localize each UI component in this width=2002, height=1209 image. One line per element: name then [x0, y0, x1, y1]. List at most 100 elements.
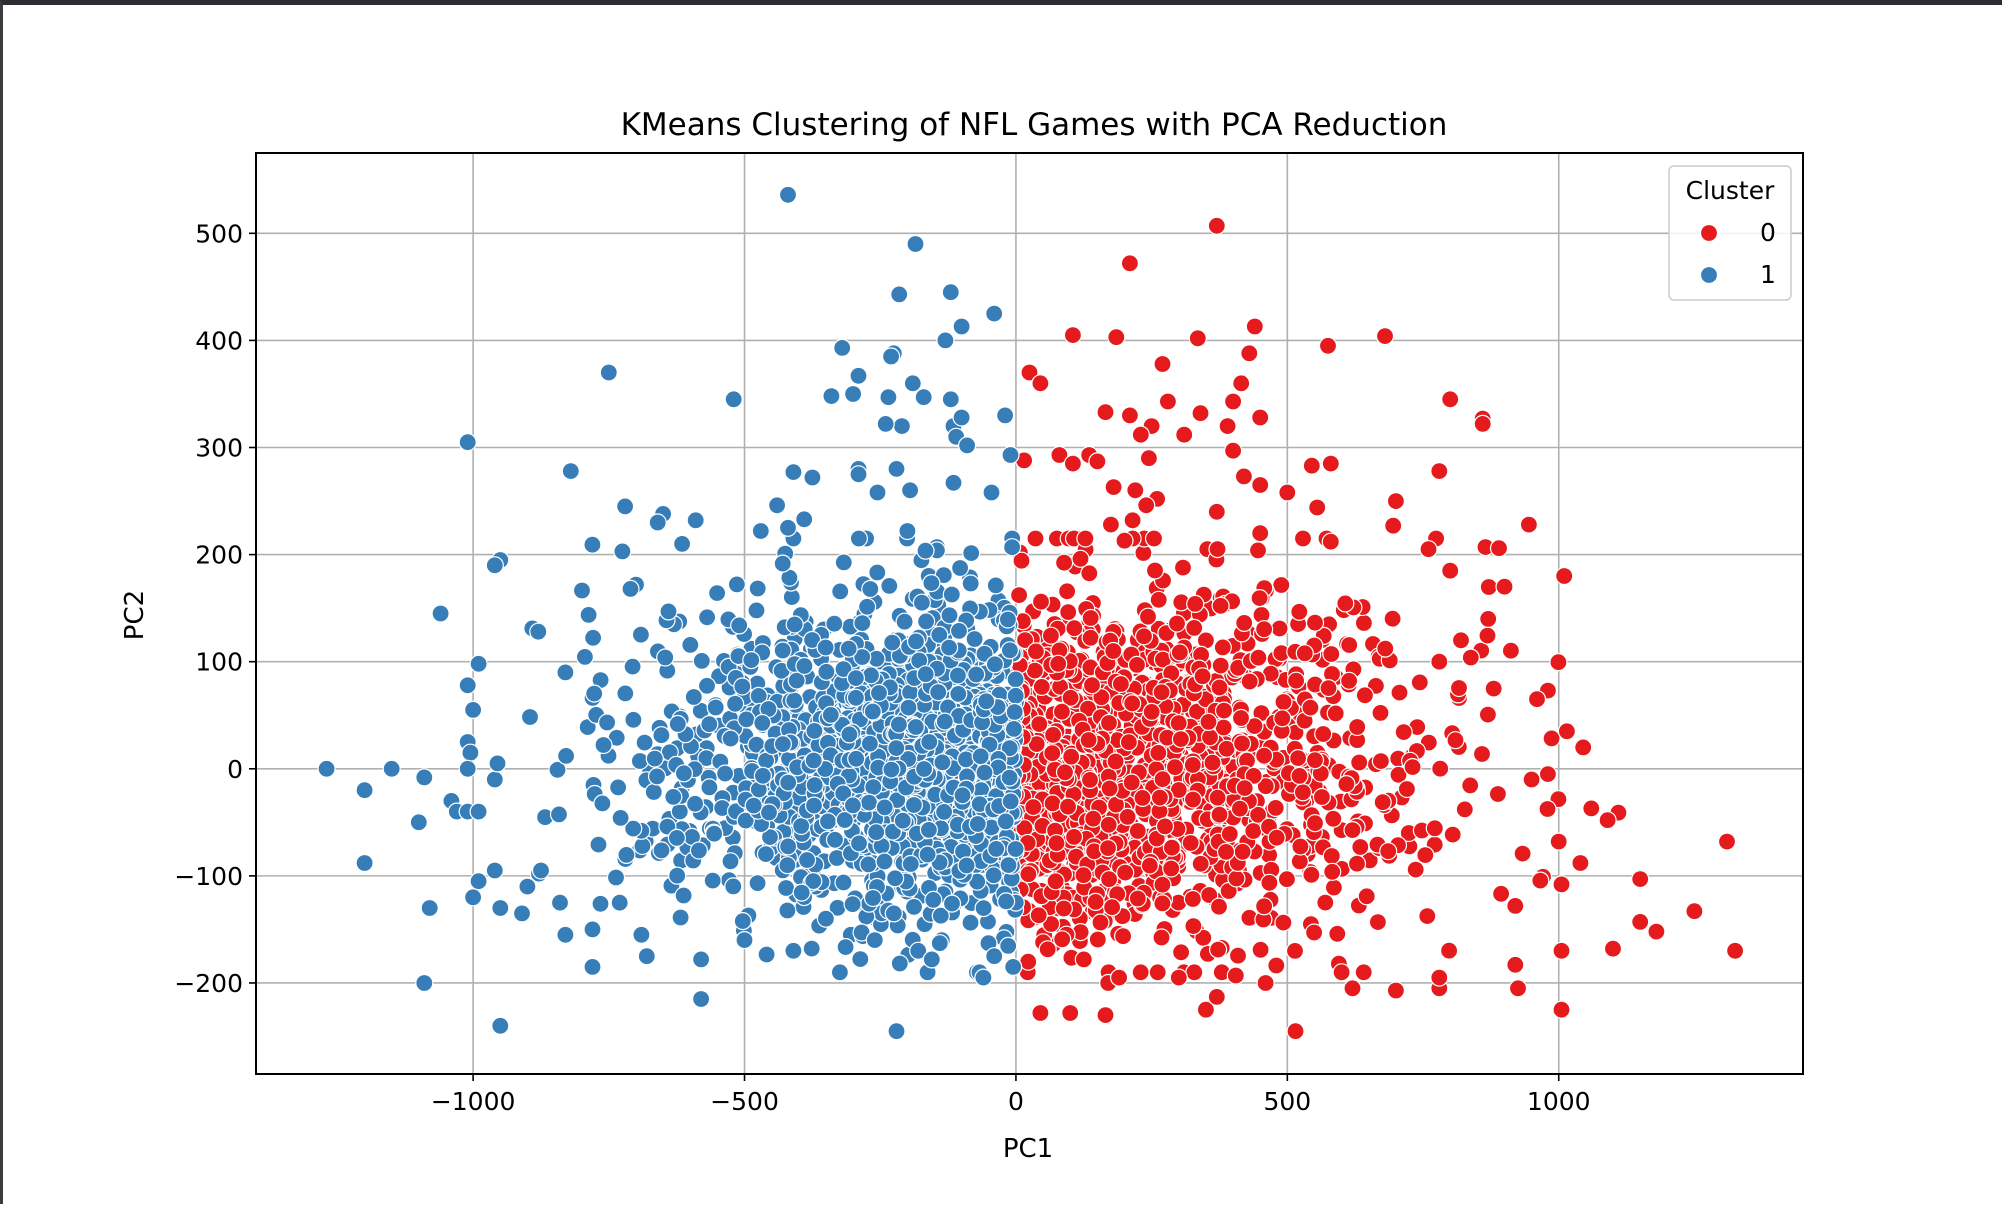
- cluster-1-point: [887, 1022, 906, 1041]
- cluster-1-point: [469, 872, 488, 891]
- cluster-1-point: [491, 1016, 510, 1035]
- cluster-1-point: [996, 892, 1016, 911]
- cluster-1-point: [355, 853, 374, 873]
- cluster-1-point: [933, 753, 952, 772]
- cluster-0-point: [1233, 842, 1252, 861]
- cluster-1-point: [624, 710, 643, 729]
- cluster-1-point: [691, 989, 711, 1009]
- cluster-0-point: [1277, 870, 1297, 889]
- cluster-0-point: [1061, 688, 1080, 707]
- cluster-0-point: [1337, 774, 1356, 794]
- cluster-0-point: [1350, 753, 1369, 772]
- cluster-1-point: [645, 749, 664, 768]
- cluster-0-point: [1227, 869, 1246, 888]
- cluster-1-point: [822, 387, 841, 406]
- cluster-0-point: [1254, 897, 1274, 916]
- cluster-0-point: [1389, 765, 1408, 784]
- cluster-1-point: [635, 733, 654, 752]
- cluster-1-point: [890, 285, 909, 304]
- cluster-1-point: [839, 639, 858, 658]
- cluster-1-point: [804, 871, 823, 891]
- cluster-0-point: [1245, 716, 1264, 736]
- cluster-0-point: [1371, 703, 1390, 723]
- cluster-1-point: [784, 463, 803, 482]
- cluster-0-point: [1538, 799, 1557, 819]
- cluster-0-point: [1120, 406, 1140, 425]
- cluster-1-point: [529, 622, 548, 641]
- cluster-1-point: [834, 873, 853, 892]
- cluster-0-point: [1054, 899, 1073, 918]
- cluster-0-point: [1153, 770, 1172, 789]
- cluster-1-point: [317, 759, 336, 778]
- cluster-1-point: [924, 890, 943, 910]
- cluster-1-point: [1004, 957, 1023, 977]
- cluster-0-point: [1170, 643, 1189, 662]
- cluster-0-point: [1169, 968, 1188, 987]
- cluster-1-point: [579, 605, 598, 625]
- cluster-1-point: [914, 759, 934, 779]
- cluster-1-point: [488, 754, 507, 773]
- cluster-1-point: [795, 656, 814, 676]
- cluster-0-point: [1074, 950, 1093, 969]
- cluster-0-point: [1043, 794, 1062, 813]
- cluster-0-point: [1355, 686, 1375, 705]
- legend-label-cluster-1: 1: [1760, 260, 1776, 289]
- cluster-1-point: [637, 947, 656, 966]
- cluster-1-point: [998, 610, 1018, 629]
- cluster-0-point: [1419, 540, 1438, 559]
- cluster-0-point: [1293, 529, 1313, 548]
- cluster-0-point: [1488, 784, 1508, 804]
- cluster-1-point: [756, 844, 776, 864]
- cluster-1-point: [692, 651, 711, 671]
- cluster-1-point: [721, 729, 740, 748]
- cluster-1-point: [833, 338, 852, 357]
- cluster-0-point: [1343, 979, 1362, 998]
- cluster-0-point: [1207, 216, 1226, 235]
- cluster-1-point: [803, 468, 822, 487]
- cluster-0-point: [1078, 699, 1098, 718]
- cluster-0-point: [1026, 642, 1046, 661]
- cluster-0-point: [1305, 613, 1325, 632]
- cluster-0-point: [1304, 923, 1324, 942]
- cluster-1-point: [843, 796, 863, 815]
- cluster-0-point: [1148, 963, 1167, 982]
- cluster-0-point: [1054, 553, 1074, 572]
- cluster-1-point: [485, 861, 504, 880]
- cluster-0-point: [1542, 729, 1561, 748]
- cluster-0-point: [1106, 752, 1125, 771]
- cluster-0-point: [1081, 608, 1100, 628]
- cluster-1-point: [1006, 670, 1025, 689]
- cluster-1-point: [697, 608, 717, 627]
- cluster-0-point: [1555, 566, 1574, 586]
- cluster-0-point: [1038, 940, 1057, 959]
- cluster-0-point: [1116, 863, 1135, 882]
- cluster-1-point: [944, 473, 963, 492]
- cluster-0-point: [1501, 641, 1521, 660]
- cluster-0-point: [1321, 454, 1340, 473]
- cluster-1-point: [1002, 538, 1022, 557]
- cluster-1-point: [610, 893, 629, 912]
- cluster-0-point: [1080, 770, 1100, 790]
- cluster-0-point: [1343, 820, 1362, 840]
- cluster-0-point: [1057, 582, 1077, 601]
- cluster-1-point: [922, 950, 941, 969]
- cluster-0-point: [1031, 1003, 1050, 1023]
- cluster-1-point: [887, 738, 906, 758]
- cluster-0-point: [1441, 390, 1460, 409]
- cluster-0-point: [1185, 618, 1204, 638]
- cluster-1-point: [879, 388, 898, 407]
- cluster-1-point: [890, 954, 909, 973]
- cluster-1-point: [961, 913, 980, 932]
- cluster-0-point: [1441, 561, 1460, 580]
- cluster-0-point: [1183, 889, 1203, 909]
- cluster-0-point: [1288, 748, 1308, 768]
- cluster-1-point: [599, 363, 618, 382]
- cluster-0-point: [1285, 941, 1305, 961]
- cluster-1-point: [847, 749, 866, 768]
- cluster-0-point: [1508, 979, 1528, 998]
- cluster-1-point: [672, 534, 692, 554]
- cluster-0-point: [1538, 764, 1558, 784]
- cluster-0-point: [1207, 987, 1226, 1007]
- cluster-1-point: [753, 713, 772, 733]
- cluster-0-point: [1061, 1003, 1080, 1023]
